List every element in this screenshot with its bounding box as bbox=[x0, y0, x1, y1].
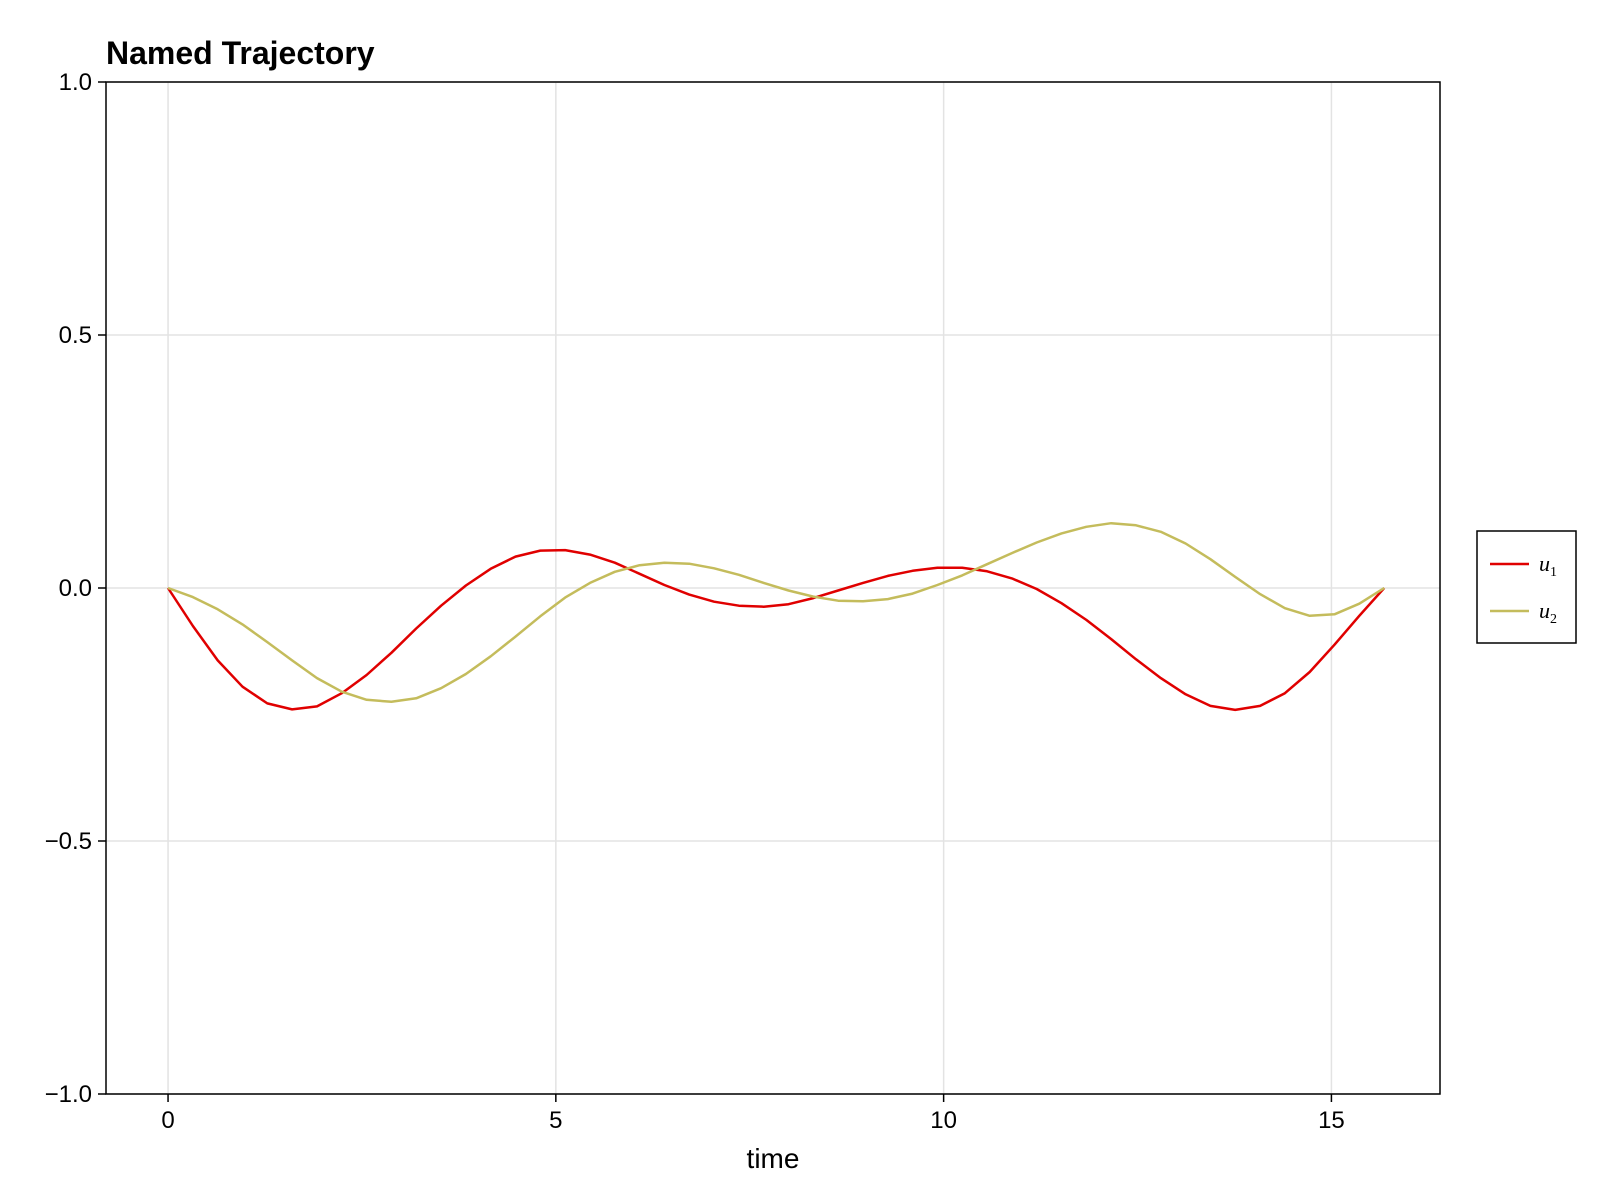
y-tick-label-4: 1.0 bbox=[59, 69, 92, 96]
x-axis-label: time bbox=[747, 1143, 800, 1174]
x-tick-label-2: 10 bbox=[930, 1107, 957, 1134]
y-tick-label-1: −0.5 bbox=[45, 828, 92, 855]
y-tick-label-3: 0.5 bbox=[59, 322, 92, 349]
y-tick-label-0: −1.0 bbox=[45, 1081, 92, 1108]
chart-title: Named Trajectory bbox=[106, 35, 375, 71]
x-tick-label-3: 15 bbox=[1318, 1107, 1345, 1134]
legend-box bbox=[1476, 530, 1577, 644]
x-tick-label-0: 0 bbox=[161, 1107, 174, 1134]
series-lines bbox=[166, 521, 1386, 712]
x-tick-label-1: 5 bbox=[549, 1107, 562, 1134]
series-line-u2 bbox=[167, 521, 1385, 704]
axis-ticks: 0 5 10 15 −1.0 −0.5 0.0 0.5 1.0 bbox=[45, 69, 1345, 1134]
series-line-u1 bbox=[166, 548, 1386, 712]
y-tick-label-2: 0.0 bbox=[59, 575, 92, 602]
